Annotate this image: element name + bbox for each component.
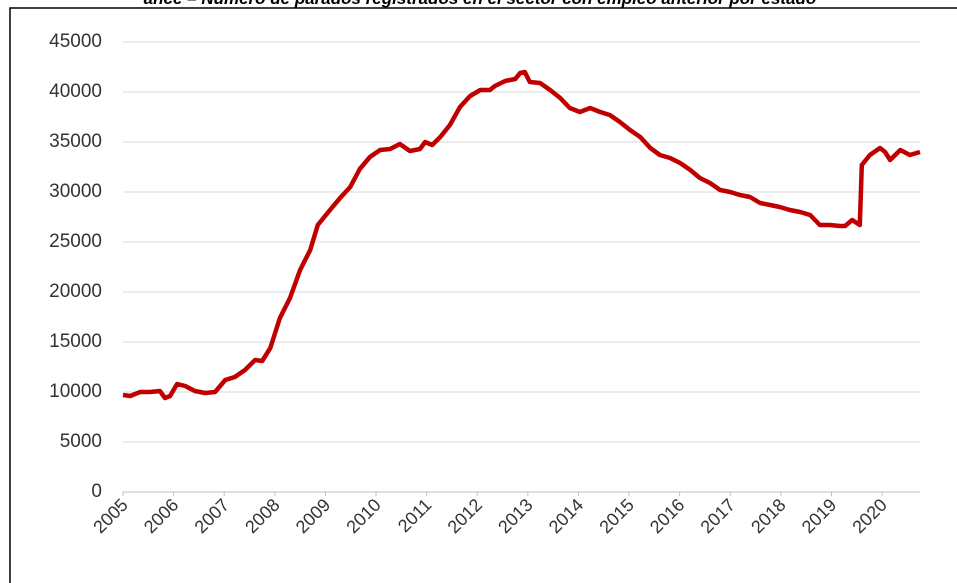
y-tick-label: 20000 xyxy=(49,281,102,302)
y-tick-label: 30000 xyxy=(49,181,102,202)
y-tick-label: 25000 xyxy=(49,231,102,252)
chart-title: ance – Número de parados registrados en … xyxy=(144,0,817,8)
y-tick-label: 10000 xyxy=(49,381,102,402)
data-line xyxy=(122,69,921,401)
y-tick-label: 40000 xyxy=(49,81,102,102)
y-tick-label: 5000 xyxy=(60,431,102,452)
y-tick-label: 45000 xyxy=(49,31,102,52)
y-tick-label: 15000 xyxy=(49,331,102,352)
y-tick-label: 35000 xyxy=(49,131,102,152)
y-tick-label: 0 xyxy=(91,481,102,502)
chart-frame xyxy=(9,7,957,583)
